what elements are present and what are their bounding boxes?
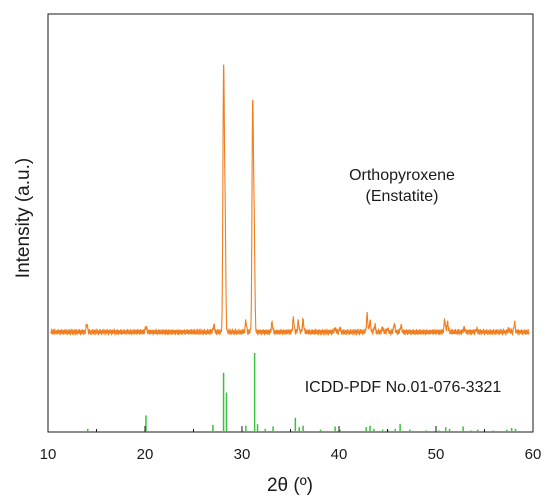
xrd-pattern-line	[50, 64, 530, 337]
reference-label: ICDD-PDF No.01-076-3321	[305, 379, 502, 396]
x-tick-label: 20	[137, 446, 154, 463]
x-tick-label: 50	[428, 446, 445, 463]
plot-frame	[47, 13, 534, 433]
sample-label-line2: (Enstatite)	[366, 188, 439, 205]
x-axis-tick-labels: 10 20 30 40 50 60	[40, 446, 542, 463]
x-tick-label: 10	[40, 446, 57, 463]
x-tick-label: 40	[331, 446, 348, 463]
x-axis-label: 2θ (º)	[267, 475, 313, 496]
x-tick-label: 60	[525, 446, 542, 463]
x-axis-ticks	[47, 426, 534, 432]
x-tick-label: 30	[234, 446, 251, 463]
sample-label-line1: Orthopyroxene	[349, 167, 455, 184]
y-axis-label: Intensity (a.u.)	[13, 158, 34, 278]
reference-sticks	[87, 353, 517, 432]
